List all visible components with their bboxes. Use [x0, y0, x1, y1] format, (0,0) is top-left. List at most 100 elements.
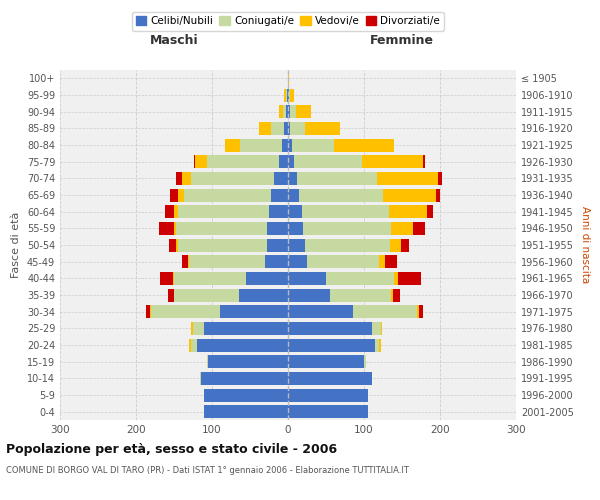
Bar	[206, 155, 279, 168]
Bar	[194, 155, 195, 168]
Bar	[189, 255, 265, 268]
Bar	[191, 338, 197, 351]
Bar	[419, 305, 422, 318]
Bar	[282, 138, 288, 151]
Bar	[401, 238, 409, 252]
Bar	[307, 255, 379, 268]
Bar	[289, 88, 290, 102]
Bar	[303, 222, 391, 235]
Bar	[286, 105, 288, 118]
Bar	[269, 205, 288, 218]
Bar	[197, 338, 288, 351]
Bar	[182, 172, 191, 185]
Bar	[274, 172, 288, 185]
Text: COMUNE DI BORGO VAL DI TARO (PR) - Dati ISTAT 1° gennaio 2006 - Elaborazione TUT: COMUNE DI BORGO VAL DI TARO (PR) - Dati …	[6, 466, 409, 475]
Bar	[287, 88, 288, 102]
Bar	[292, 138, 334, 151]
Bar	[427, 205, 433, 218]
Bar	[206, 355, 208, 368]
Bar	[288, 372, 371, 385]
Bar	[259, 122, 271, 135]
Bar	[205, 322, 288, 335]
Bar	[389, 205, 427, 218]
Bar	[159, 222, 174, 235]
Bar	[174, 222, 176, 235]
Bar	[290, 105, 296, 118]
Bar	[240, 138, 282, 151]
Bar	[288, 272, 326, 285]
Bar	[176, 172, 182, 185]
Bar	[390, 238, 401, 252]
Bar	[288, 122, 290, 135]
Bar	[174, 288, 239, 302]
Bar	[188, 255, 189, 268]
Bar	[288, 322, 371, 335]
Bar	[169, 238, 176, 252]
Bar	[296, 105, 311, 118]
Bar	[288, 305, 353, 318]
Bar	[288, 288, 330, 302]
Bar	[297, 172, 377, 185]
Bar	[288, 188, 299, 202]
Bar	[288, 172, 297, 185]
Bar	[288, 88, 289, 102]
Bar	[178, 188, 184, 202]
Bar	[265, 255, 288, 268]
Bar	[191, 172, 274, 185]
Bar	[330, 288, 391, 302]
Bar	[398, 272, 421, 285]
Bar	[353, 305, 417, 318]
Bar	[290, 88, 294, 102]
Bar	[288, 205, 302, 218]
Bar	[288, 155, 294, 168]
Bar	[436, 188, 440, 202]
Bar	[284, 122, 288, 135]
Bar	[379, 255, 385, 268]
Bar	[294, 155, 362, 168]
Bar	[288, 72, 289, 85]
Bar	[326, 272, 394, 285]
Bar	[286, 88, 287, 102]
Bar	[195, 155, 206, 168]
Bar	[271, 122, 284, 135]
Bar	[288, 388, 368, 402]
Bar	[191, 322, 193, 335]
Bar	[178, 205, 269, 218]
Bar	[284, 88, 286, 102]
Text: Anni di nascita: Anni di nascita	[580, 206, 590, 284]
Bar	[377, 172, 438, 185]
Bar	[290, 122, 305, 135]
Bar	[305, 238, 390, 252]
Bar	[220, 305, 288, 318]
Bar	[383, 188, 436, 202]
Bar	[182, 255, 188, 268]
Bar	[165, 205, 174, 218]
Bar	[279, 155, 288, 168]
Bar	[288, 222, 303, 235]
Bar	[423, 155, 425, 168]
Bar	[302, 205, 389, 218]
Bar	[391, 222, 413, 235]
Bar	[200, 372, 288, 385]
Bar	[246, 272, 288, 285]
Bar	[174, 205, 178, 218]
Bar	[288, 105, 290, 118]
Bar	[189, 338, 191, 351]
Bar	[184, 188, 271, 202]
Bar	[288, 238, 305, 252]
Bar	[160, 272, 173, 285]
Bar	[239, 288, 288, 302]
Bar	[205, 388, 288, 402]
Bar	[288, 255, 307, 268]
Bar	[288, 138, 292, 151]
Bar	[146, 305, 149, 318]
Bar	[438, 172, 442, 185]
Bar	[288, 355, 364, 368]
Text: Femmine: Femmine	[370, 34, 434, 48]
Bar	[385, 255, 397, 268]
Bar	[205, 405, 288, 418]
Bar	[393, 288, 400, 302]
Bar	[173, 272, 174, 285]
Bar	[364, 355, 365, 368]
Bar	[381, 322, 382, 335]
